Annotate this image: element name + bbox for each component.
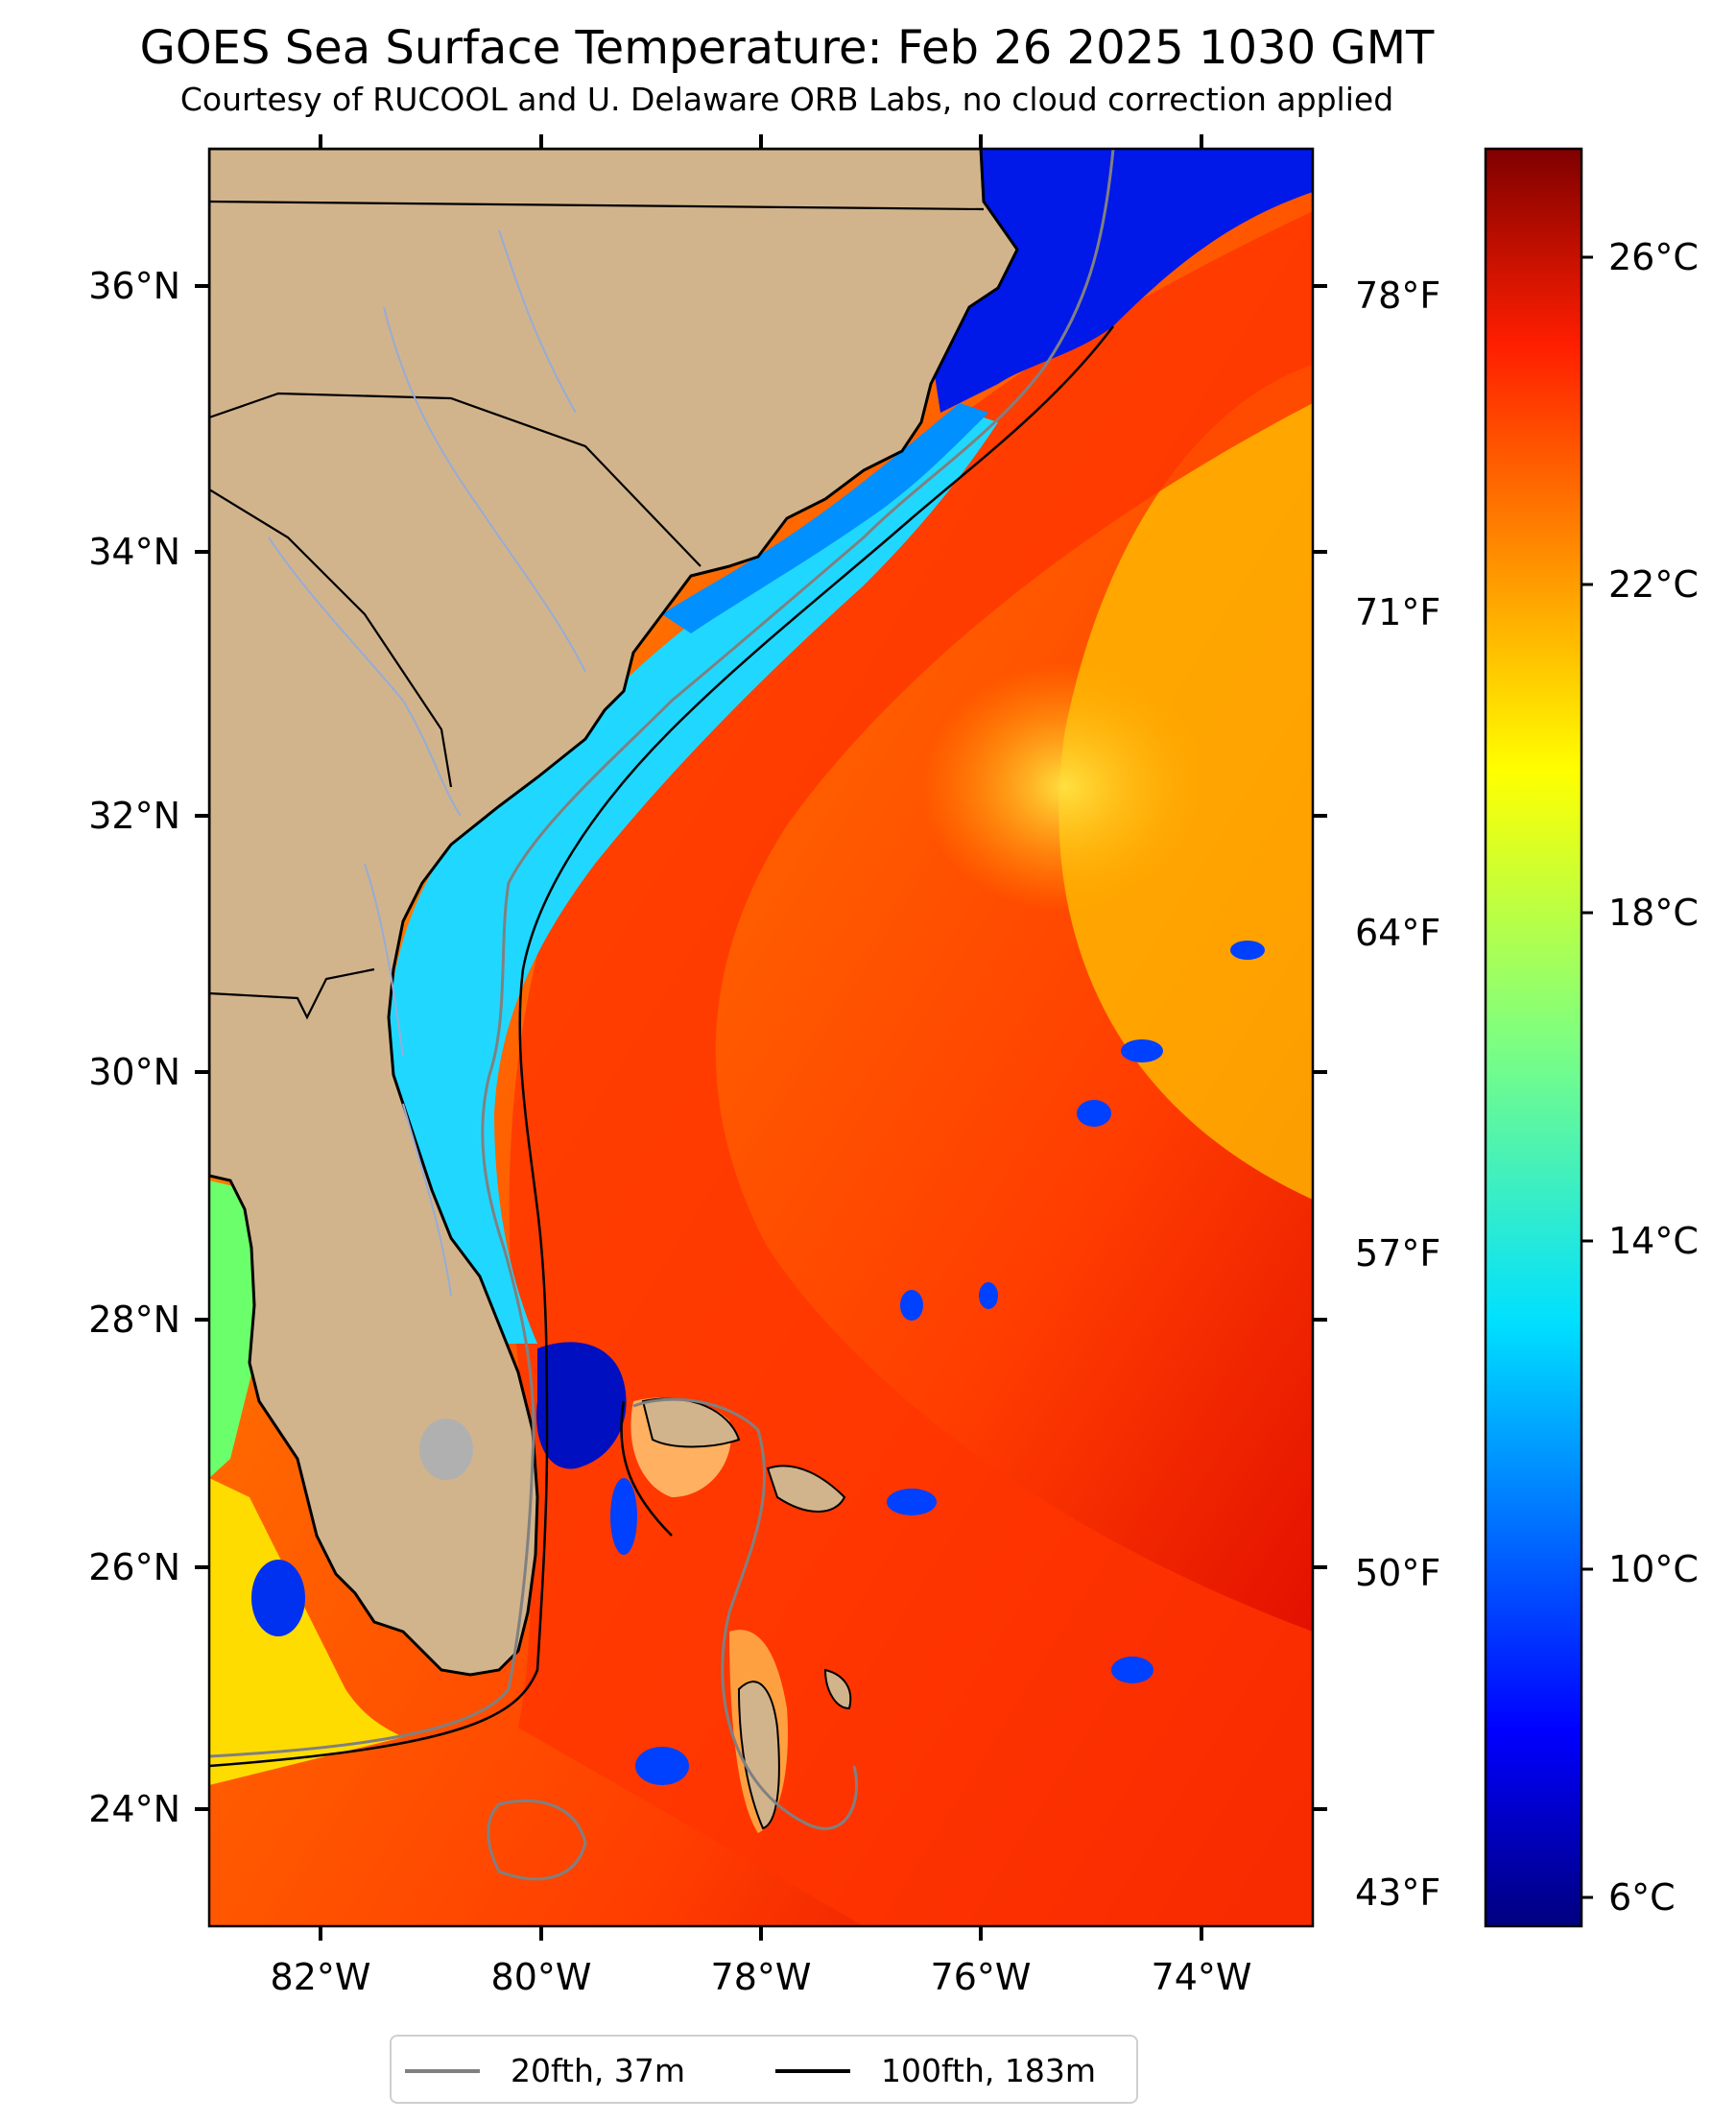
sst-north-cold [921, 149, 1313, 413]
lake-okeechobee [419, 1419, 473, 1480]
lat-label-36n: 36°N [88, 265, 180, 307]
cbar-label-22c: 22°C [1608, 563, 1699, 606]
cloud-patches [610, 941, 1265, 1785]
map-ticks [195, 134, 1327, 1941]
lat-label-26n: 26°N [88, 1546, 180, 1588]
f-label-57: 57°F [1355, 1232, 1441, 1275]
gulf-warm-water [209, 1478, 403, 1785]
lat-label-28n: 28°N [88, 1299, 180, 1341]
legend-label-20fth: 20fth, 37m [511, 2052, 685, 2089]
abaco-island [766, 1465, 846, 1513]
lat-label-34n: 34°N [88, 531, 180, 573]
land [209, 149, 1019, 1830]
sst-eddy [921, 662, 1209, 912]
shelf-cold-band [662, 403, 988, 633]
gulf-stream [509, 211, 1313, 1926]
gulf-green-water [209, 1180, 254, 1478]
lat-label-30n: 30°N [88, 1051, 180, 1093]
isobath-cay-sal [487, 1799, 587, 1881]
f-label-43: 43°F [1355, 1872, 1441, 1914]
map-title: GOES Sea Surface Temperature: Feb 26 202… [139, 21, 1435, 75]
lat-label-24n: 24°N [88, 1788, 180, 1830]
isobaths [209, 149, 1115, 1881]
state-borders [209, 200, 985, 1020]
small-bahama-island [823, 1668, 852, 1710]
cbar-label-10c: 10°C [1608, 1548, 1699, 1590]
lon-label-78w: 78°W [710, 1956, 812, 1998]
lon-label-80w: 80°W [490, 1956, 592, 1998]
f-label-50: 50°F [1355, 1552, 1441, 1594]
cold-patch-canaveral [536, 1342, 627, 1469]
colorbar-ticks [1581, 255, 1593, 1899]
legend-line-100fth [775, 2069, 850, 2073]
legend: 20fth, 37m 100fth, 183m [390, 2035, 1138, 2104]
isobath-20fth [209, 149, 1115, 1758]
f-label-78: 78°F [1355, 274, 1441, 317]
isobath-100fth-bahamas [620, 1400, 673, 1537]
lon-label-74w: 74°W [1151, 1956, 1252, 1998]
isobath-20fth-bahamas [632, 1397, 859, 1830]
colorbar [1484, 147, 1583, 1928]
legend-line-20fth [405, 2069, 480, 2073]
legend-label-100fth: 100fth, 183m [881, 2052, 1096, 2089]
rivers [268, 229, 586, 1297]
cbar-label-18c: 18°C [1608, 892, 1699, 934]
cbar-label-6c: 6°C [1608, 1876, 1676, 1919]
gulf-cold-patch [251, 1560, 305, 1636]
f-label-71: 71°F [1355, 591, 1441, 633]
f-label-64: 64°F [1355, 912, 1441, 954]
lon-label-82w: 82°W [270, 1956, 371, 1998]
andros-island [737, 1681, 780, 1830]
lon-label-76w: 76°W [930, 1956, 1032, 1998]
map-subtitle: Courtesy of RUCOOL and U. Delaware ORB L… [179, 81, 1394, 118]
us-southeast-land [209, 149, 1019, 1677]
isobath-100fth [209, 325, 1114, 1768]
cbar-label-26c: 26°C [1608, 236, 1699, 278]
lat-label-32n: 32°N [88, 795, 180, 837]
cbar-label-14c: 14°C [1608, 1220, 1699, 1262]
